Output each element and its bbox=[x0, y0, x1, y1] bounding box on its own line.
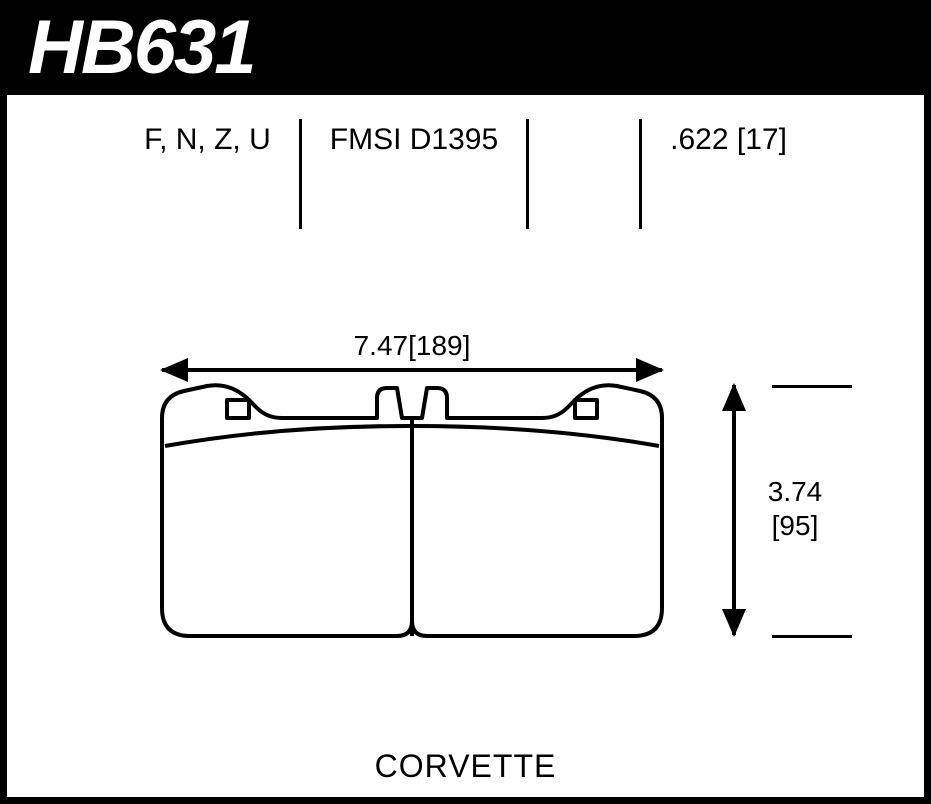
height-arrow bbox=[732, 385, 736, 635]
fmsi-cell: FMSI D1395 bbox=[302, 123, 526, 229]
height-in: 3.74 bbox=[768, 476, 823, 507]
main-frame: F, N, Z, U FMSI D1395 .622 [17] 7.47[189… bbox=[0, 95, 931, 804]
height-mm: [95] bbox=[772, 510, 819, 541]
brake-pad-outline bbox=[147, 378, 687, 658]
arrow-up-icon bbox=[722, 383, 746, 411]
compounds-cell: F, N, Z, U bbox=[116, 123, 299, 229]
height-label: 3.74 [95] bbox=[750, 475, 840, 542]
spec-row: F, N, Z, U FMSI D1395 .622 [17] bbox=[7, 95, 924, 229]
header-bar: HB631 bbox=[0, 0, 931, 95]
width-arrow bbox=[162, 368, 662, 372]
extension-line bbox=[772, 635, 852, 638]
width-label: 7.47[189] bbox=[162, 330, 662, 362]
vehicle-name: CORVETTE bbox=[7, 748, 924, 785]
arrow-down-icon bbox=[722, 609, 746, 637]
thickness-cell: .622 [17] bbox=[642, 123, 815, 229]
diagram-area: 7.47[189] 3.74 [95] bbox=[7, 330, 924, 750]
width-dimension: 7.47[189] bbox=[162, 330, 662, 372]
height-dimension: 3.74 [95] bbox=[732, 385, 852, 635]
spacer bbox=[529, 123, 639, 229]
part-number: HB631 bbox=[28, 4, 255, 91]
